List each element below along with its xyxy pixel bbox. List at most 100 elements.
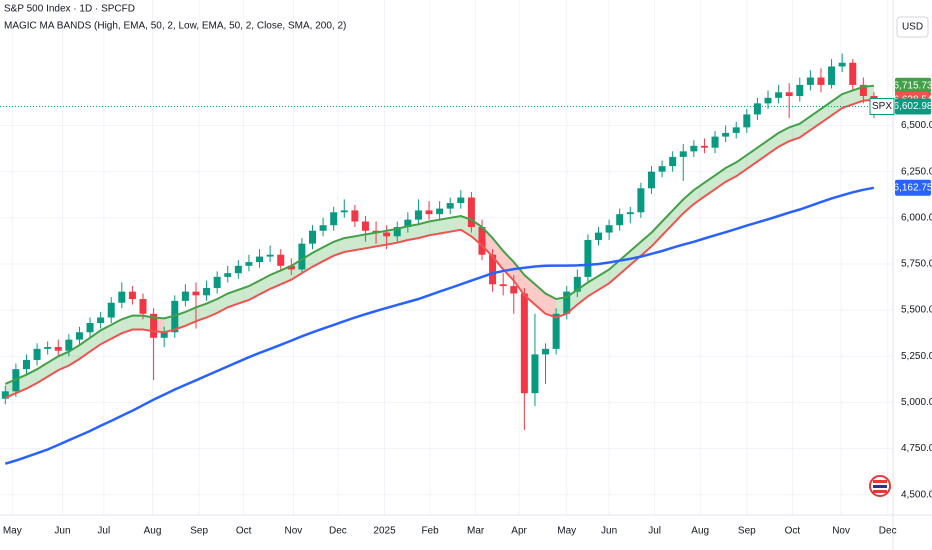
- y-tick-label: 4,500.00: [901, 489, 932, 500]
- candle-body: [245, 262, 253, 266]
- candle-body: [563, 291, 571, 314]
- series-price-tag-label: 6,162.75: [894, 182, 932, 193]
- band-fill: [545, 293, 557, 318]
- candle-body: [595, 232, 603, 240]
- candle-body: [298, 243, 306, 270]
- band-fill: [757, 140, 769, 162]
- candle-body: [626, 212, 634, 215]
- candle-body: [203, 287, 211, 296]
- x-tick-label: Aug: [691, 526, 709, 537]
- candle-body: [287, 265, 295, 270]
- band-fill: [333, 238, 345, 256]
- band-fill: [365, 232, 377, 249]
- series-price-tag: [895, 77, 931, 94]
- candle-body: [308, 230, 316, 244]
- candle-body: [637, 188, 645, 213]
- candle-body: [828, 66, 836, 85]
- candle-body: [44, 347, 52, 349]
- candle-body: [531, 354, 539, 394]
- y-tick-label: 6,500.00: [901, 120, 932, 131]
- x-tick-label: Sep: [738, 526, 756, 537]
- band-fill: [354, 234, 366, 251]
- candle-body: [785, 92, 793, 96]
- candle-body: [573, 276, 581, 292]
- symbol-box: [869, 98, 895, 116]
- candle-body: [838, 62, 846, 67]
- chart-title: S&P 500 Index · 1D · SPCFD: [4, 4, 135, 15]
- currency-box[interactable]: [896, 16, 929, 38]
- band-fill: [238, 286, 249, 304]
- band-fill: [185, 307, 196, 326]
- band-fill: [90, 330, 101, 352]
- band-fill: [492, 238, 504, 270]
- band-fill: [640, 232, 652, 256]
- x-tick-label: Sep: [190, 526, 208, 537]
- candle-body: [22, 359, 30, 370]
- candle-body: [107, 302, 115, 318]
- candle-body: [436, 208, 444, 215]
- band-fill: [715, 167, 726, 190]
- band-fill: [609, 260, 620, 284]
- candle-body: [605, 225, 613, 233]
- y-tick-label: 6,250.00: [901, 166, 932, 177]
- x-tick-label: Mar: [467, 526, 485, 537]
- band-fill: [439, 217, 451, 234]
- candle-body: [340, 210, 348, 213]
- candle-body: [859, 84, 867, 96]
- candle-body: [361, 221, 369, 231]
- candle-body: [552, 313, 560, 349]
- band-fill: [683, 190, 694, 214]
- y-tick-label: 5,750.00: [901, 259, 932, 270]
- candle-body: [150, 313, 158, 338]
- candle-body: [425, 210, 433, 215]
- candle-body: [510, 286, 518, 294]
- candle-body: [478, 227, 486, 255]
- band-fill: [842, 90, 853, 108]
- band-fill: [693, 182, 705, 204]
- candle-body: [584, 239, 592, 277]
- candle-body: [658, 166, 666, 172]
- band-fill: [831, 94, 843, 116]
- candle-body: [256, 256, 264, 263]
- x-tick-label: May: [557, 526, 576, 537]
- candle-body: [849, 62, 857, 85]
- x-tick-label: Nov: [832, 526, 850, 537]
- x-tick-label: Nov: [285, 526, 303, 537]
- y-tick-label: 5,250.00: [901, 351, 932, 362]
- candle-body: [383, 232, 391, 237]
- candle-body: [806, 77, 814, 85]
- currency: USD: [902, 22, 923, 33]
- candle-body: [446, 203, 454, 209]
- candle-body: [65, 339, 73, 351]
- candle-body: [690, 145, 698, 152]
- candle-body: [775, 92, 783, 98]
- band-fill: [810, 108, 821, 131]
- candle-body: [764, 97, 772, 104]
- band-fill: [121, 315, 133, 334]
- candle-body: [330, 212, 338, 226]
- band-fill: [768, 132, 779, 155]
- band-fill: [450, 215, 461, 232]
- band-fill: [619, 251, 631, 275]
- x-tick-label: Jul: [648, 526, 661, 537]
- y-tick-label: 6,000.00: [901, 212, 932, 223]
- band-line: [4, 98, 874, 399]
- candle-body: [732, 127, 740, 133]
- band-fill: [736, 155, 747, 177]
- band-fill: [344, 236, 355, 252]
- y-tick-label: 4,750.00: [901, 443, 932, 454]
- last-price-tag-label: 6,602.98: [894, 101, 932, 112]
- band-fill: [270, 270, 281, 289]
- candle-body: [1, 391, 9, 399]
- band-fill: [407, 224, 419, 240]
- band-fill: [662, 210, 673, 236]
- x-tick-label: Feb: [421, 526, 439, 537]
- band-fill: [746, 147, 758, 169]
- candle-body: [234, 265, 242, 274]
- x-tick-label: May: [3, 526, 22, 537]
- logo-icon: [869, 475, 891, 497]
- candle-body: [139, 299, 147, 314]
- band-fill: [418, 221, 430, 239]
